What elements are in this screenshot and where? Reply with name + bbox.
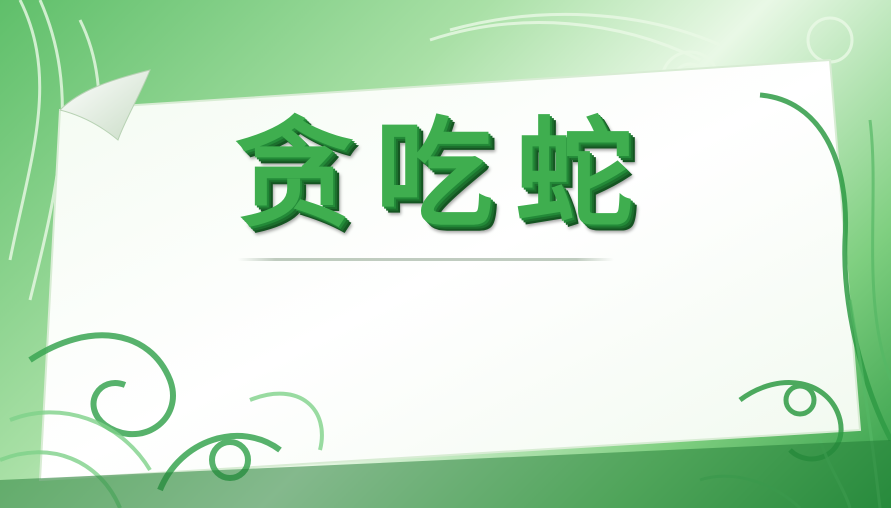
title-reflection-line xyxy=(238,258,614,261)
game-title-text: 贪吃蛇 xyxy=(234,104,655,243)
game-title: 贪吃蛇 xyxy=(225,84,665,264)
paper-sheet xyxy=(38,58,862,482)
paper-curl xyxy=(59,69,151,141)
bottom-shadow xyxy=(0,440,891,508)
